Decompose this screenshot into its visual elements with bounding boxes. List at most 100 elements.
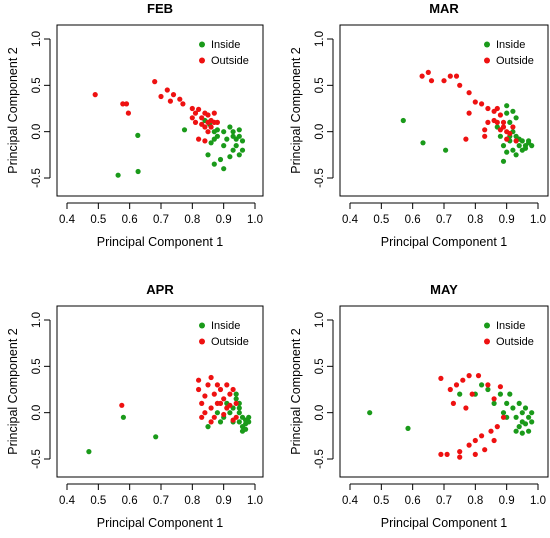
point-outside: [457, 454, 463, 460]
point-outside: [221, 411, 227, 418]
point-inside: [519, 430, 525, 436]
x-tick-label: 1.0: [247, 495, 263, 507]
panel-apr: APR 0.4 0.5 0.6 0.7 0.8 0.9 1.0 Principal Compon…: [6, 282, 264, 530]
point-outside: [196, 386, 202, 393]
point-inside: [217, 156, 224, 163]
point-inside: [522, 405, 529, 411]
plot-frame: [56, 305, 264, 478]
point-outside: [214, 400, 220, 406]
x-tick-label: 0.8: [184, 495, 200, 507]
point-inside: [516, 400, 522, 406]
point-outside: [497, 112, 503, 118]
point-inside: [239, 147, 246, 153]
point-inside: [443, 147, 449, 153]
legend-marker-outside: [199, 338, 205, 345]
point-outside: [196, 377, 202, 383]
point-inside: [500, 143, 507, 149]
point-outside: [217, 386, 224, 393]
point-inside: [211, 136, 217, 142]
legend-label-outside: Outside: [496, 55, 534, 67]
point-outside: [196, 106, 202, 112]
y-axis-title: Principal Component 2: [6, 47, 20, 174]
x-tick-label: 0.8: [467, 214, 483, 226]
point-inside: [500, 410, 507, 416]
point-inside: [233, 391, 239, 397]
point-inside: [230, 147, 236, 153]
point-outside: [428, 78, 435, 84]
legend-marker-inside: [199, 41, 205, 48]
point-outside: [491, 437, 497, 444]
legend-marker-inside: [484, 41, 490, 48]
point-inside: [115, 172, 121, 178]
legend-marker-outside: [484, 338, 490, 345]
point-inside: [526, 428, 532, 434]
legend-label-outside: Outside: [496, 336, 534, 348]
point-outside: [438, 375, 444, 381]
point-outside: [466, 90, 472, 96]
point-outside: [227, 402, 233, 408]
point-outside: [211, 391, 217, 397]
point-inside: [239, 428, 246, 434]
point-inside: [205, 152, 211, 158]
point-outside: [491, 396, 497, 402]
x-tick-label: 0.5: [90, 214, 106, 226]
legend-label-inside: Inside: [496, 39, 525, 51]
point-inside: [135, 168, 141, 175]
point-outside: [227, 391, 233, 397]
point-inside: [513, 152, 519, 158]
point-outside: [202, 410, 208, 416]
y-tick-label: -0.5: [314, 449, 326, 469]
legend-label-inside: Inside: [211, 39, 240, 51]
point-inside: [507, 119, 513, 125]
point-outside: [177, 96, 183, 102]
point-outside: [208, 405, 214, 411]
point-outside: [192, 110, 199, 116]
y-axis-title: Principal Component 2: [6, 328, 20, 455]
x-tick-label: 0.5: [373, 214, 389, 226]
point-outside: [441, 78, 447, 84]
point-outside: [202, 393, 208, 399]
x-tick-label: 1.0: [247, 214, 263, 226]
point-outside: [233, 400, 239, 406]
x-tick-label: 0.8: [467, 495, 483, 507]
point-inside: [236, 405, 242, 411]
point-inside: [236, 419, 242, 425]
x-axis-title: Principal Component 1: [97, 516, 224, 530]
point-inside: [529, 143, 535, 149]
point-inside: [504, 400, 510, 406]
point-inside: [236, 127, 242, 133]
point-inside: [497, 133, 503, 139]
x-tick-label: 0.9: [216, 495, 232, 507]
point-outside: [205, 129, 211, 135]
y-tick-label: 1.0: [314, 312, 326, 328]
point-inside: [507, 391, 513, 397]
y-tick-label: -0.5: [31, 449, 43, 469]
y-axis-title: Principal Component 2: [289, 47, 303, 174]
point-outside: [500, 414, 507, 420]
point-inside: [420, 140, 426, 146]
y-tick-label: 0.5: [314, 77, 326, 93]
x-tick-label: 0.6: [405, 495, 421, 507]
point-outside: [425, 69, 431, 75]
point-outside: [507, 130, 513, 137]
point-outside: [180, 101, 186, 107]
point-outside: [513, 138, 519, 144]
x-tick-label: 0.7: [153, 214, 169, 226]
point-outside: [123, 101, 130, 107]
panel-title: MAY: [430, 282, 458, 297]
y-tick-label: 0.5: [31, 358, 43, 374]
point-inside: [510, 108, 516, 114]
panel-mar: MAR 0.4 0.5 0.6 0.7 0.8 0.9 1.0 Principal Compon…: [289, 1, 549, 249]
point-outside: [119, 402, 125, 408]
point-outside: [482, 127, 488, 133]
x-axis-title: Principal Component 1: [381, 235, 508, 249]
y-tick-label: 0.0: [31, 124, 43, 140]
point-outside: [453, 382, 460, 388]
x-tick-label: 0.6: [122, 495, 138, 507]
point-inside: [153, 434, 159, 440]
point-inside: [120, 414, 126, 420]
point-outside: [485, 105, 491, 112]
point-inside: [135, 132, 141, 138]
point-outside: [92, 92, 98, 98]
point-outside: [475, 373, 482, 379]
